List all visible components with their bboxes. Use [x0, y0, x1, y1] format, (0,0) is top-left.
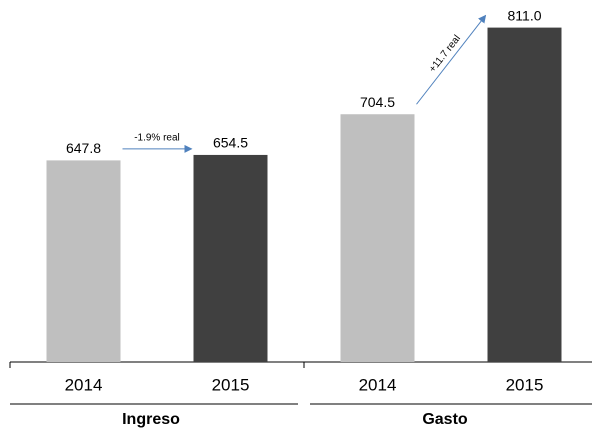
value-label: 811.0	[508, 7, 542, 23]
value-label: 704.5	[360, 94, 395, 110]
x-tick-label: 2015	[212, 375, 250, 394]
value-label: 654.5	[213, 135, 248, 151]
change-arrow	[416, 14, 487, 105]
x-tick-label: 2015	[506, 375, 544, 394]
value-label: 647.8	[66, 140, 101, 156]
bar	[193, 154, 268, 362]
annotation: -1.9% real	[134, 133, 180, 144]
bar	[487, 27, 562, 362]
group-label: Gasto	[422, 411, 468, 428]
x-tick-label: 2014	[359, 375, 397, 394]
annotation: +11.7 real	[427, 33, 463, 74]
x-tick-label: 2014	[65, 375, 103, 394]
bar	[46, 160, 121, 362]
group-label: Ingreso	[122, 411, 180, 428]
bar	[340, 114, 415, 362]
